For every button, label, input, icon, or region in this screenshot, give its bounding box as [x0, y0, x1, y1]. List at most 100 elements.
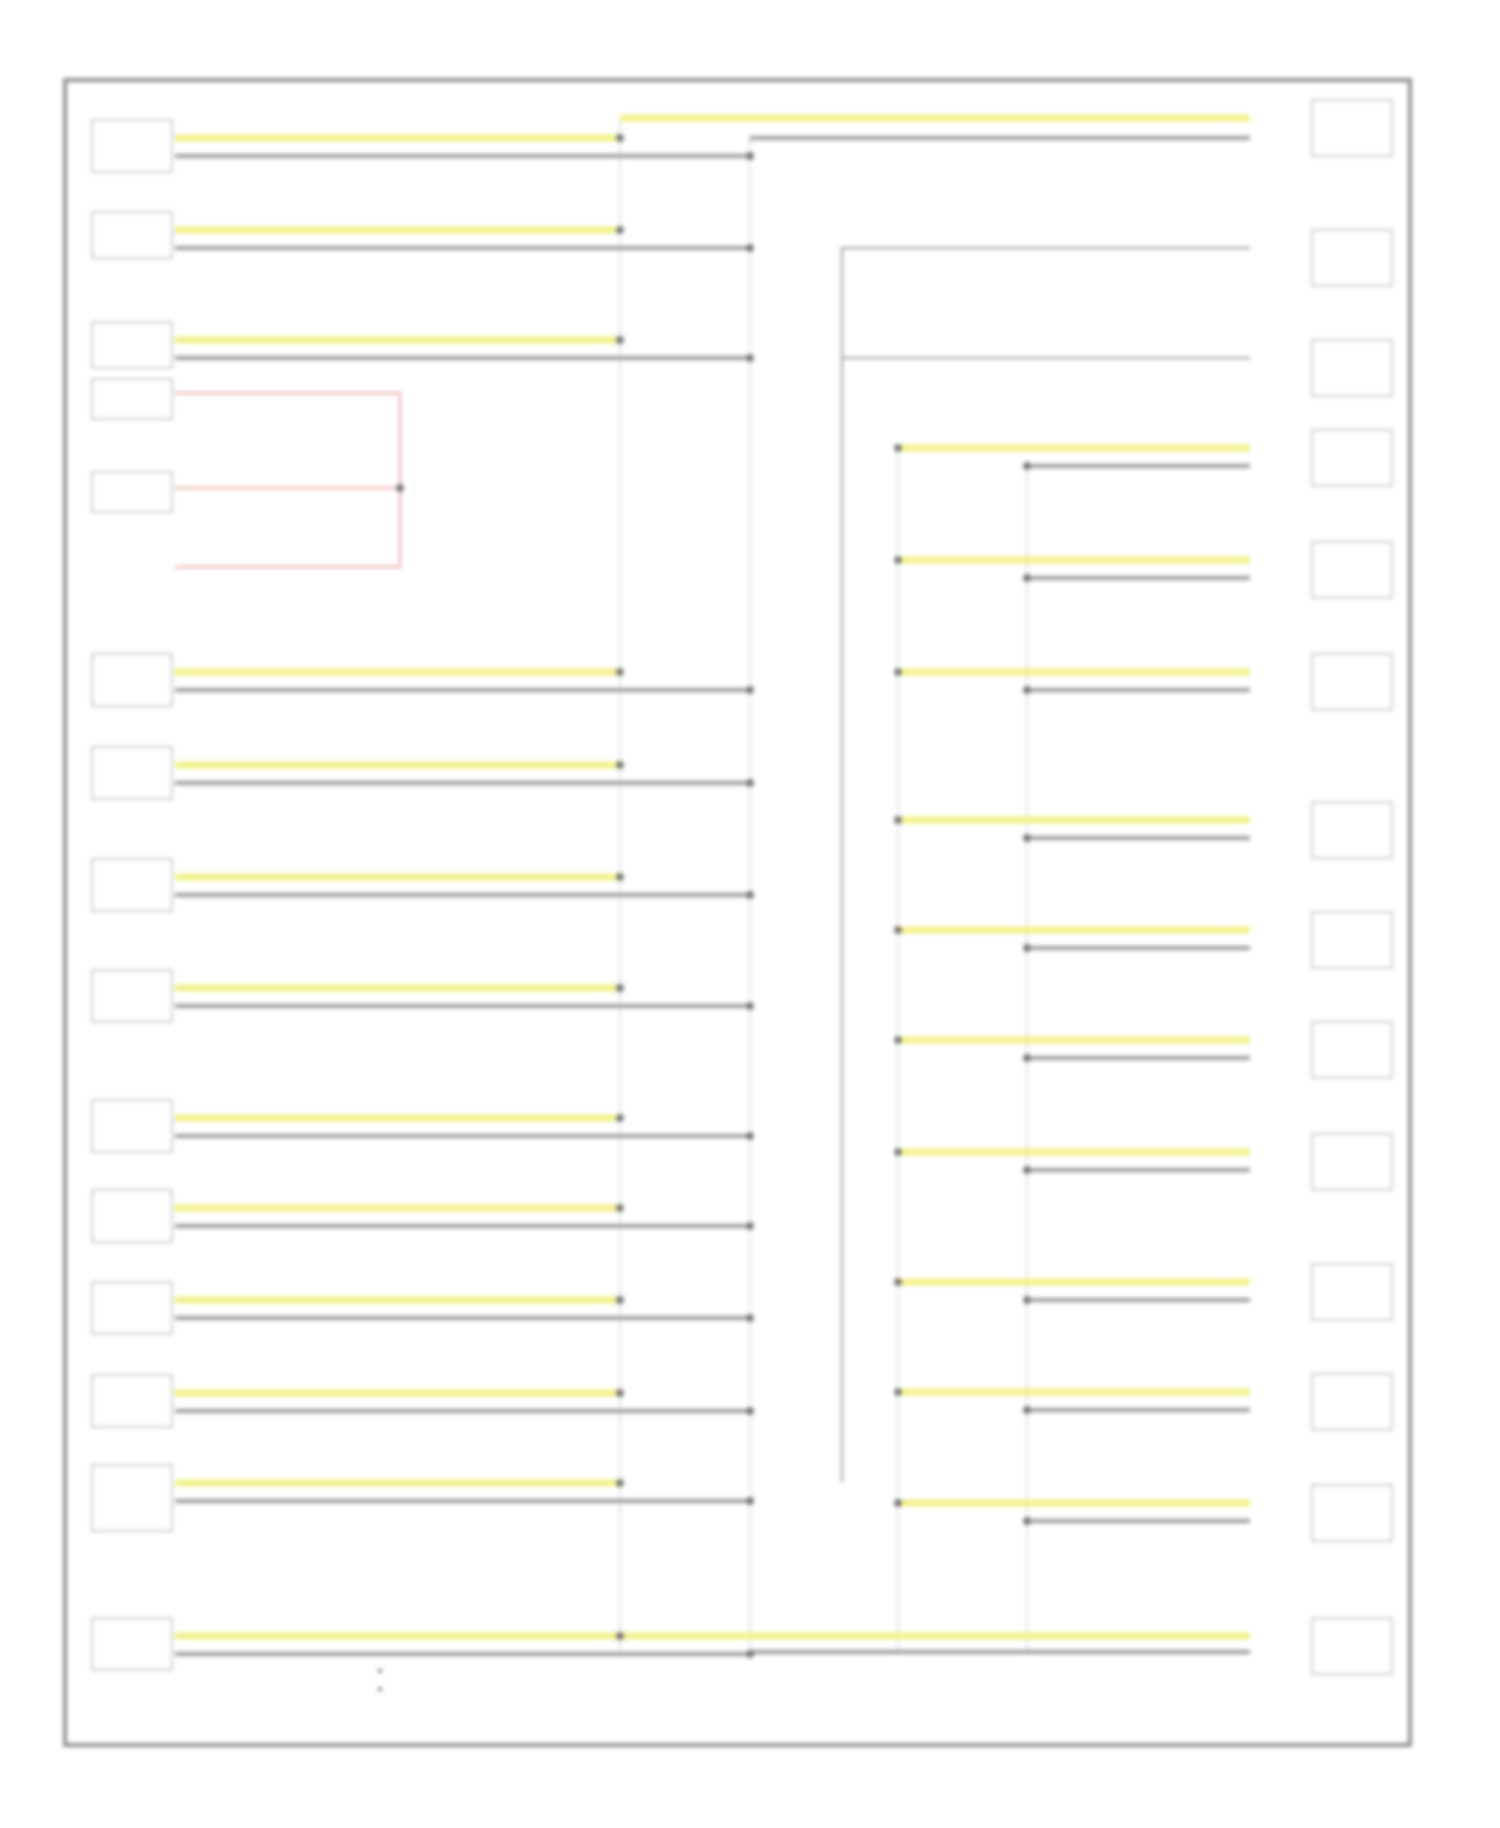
splice-node: [894, 444, 902, 452]
splice-node: [616, 1479, 624, 1487]
left-module-12: [91, 1281, 754, 1335]
left-module-7: [91, 746, 754, 800]
splice-node: [616, 1204, 624, 1212]
splice-node: [1023, 1517, 1031, 1525]
right-module-12: [894, 1373, 1393, 1431]
splice-node: [1023, 834, 1031, 842]
legend: [378, 1669, 382, 1691]
splice-node: [616, 1389, 624, 1397]
module-connector-box: [91, 471, 173, 513]
splice-node: [894, 1278, 902, 1286]
left-module-14: [91, 1464, 754, 1532]
left-module-9: [91, 969, 754, 1023]
splice-node: [746, 779, 754, 787]
module-connector-box: [91, 858, 173, 912]
right-module-13: [894, 1484, 1393, 1542]
right-module-9: [894, 1021, 1393, 1079]
splice-node: [746, 1497, 754, 1505]
right-module-7: [894, 801, 1393, 859]
module-connector-box: [1311, 1133, 1393, 1191]
splice-node: [894, 1388, 902, 1396]
right-module-6: [894, 653, 1393, 711]
right-module-14: [1311, 1617, 1393, 1675]
splice-node: [746, 1222, 754, 1230]
splice-node: [894, 816, 902, 824]
left-module-5: [91, 471, 173, 513]
splice-node: [616, 873, 624, 881]
module-connector-box: [1311, 1484, 1393, 1542]
module-connector-box: [1311, 429, 1393, 487]
splice-node: [894, 1499, 902, 1507]
right-module-1: [1311, 99, 1393, 157]
splice-node: [616, 1296, 624, 1304]
splice-node: [616, 226, 624, 234]
splice-node: [746, 1650, 754, 1658]
module-connector-box: [91, 1099, 173, 1153]
splice-node: [616, 984, 624, 992]
splice-node: [894, 1148, 902, 1156]
right-module-11: [894, 1263, 1393, 1321]
splice-node: [746, 1314, 754, 1322]
power-wires: [175, 392, 404, 568]
module-connector-box: [1311, 99, 1393, 157]
module-connector-box: [91, 969, 173, 1023]
right-module-3: [1311, 339, 1393, 397]
right-modules: [894, 99, 1393, 1675]
splice-node: [616, 1114, 624, 1122]
module-connector-box: [91, 119, 173, 173]
splice-node: [1023, 574, 1031, 582]
splice-node: [1023, 944, 1031, 952]
splice-node: [746, 354, 754, 362]
splice-node: [746, 152, 754, 160]
right-module-4: [894, 429, 1393, 487]
splice-node: [616, 761, 624, 769]
left-module-8: [91, 858, 754, 912]
left-module-10: [91, 1099, 754, 1153]
module-connector-box: [91, 653, 173, 707]
diagram-frame: [63, 78, 1412, 1747]
splice-node: [1023, 1166, 1031, 1174]
splice-node: [1023, 1054, 1031, 1062]
splice-node: [894, 926, 902, 934]
right-module-10: [894, 1133, 1393, 1191]
splice-node: [616, 134, 624, 142]
splice-node: [1023, 1406, 1031, 1414]
splice-node: [746, 1132, 754, 1140]
module-connector-box: [91, 321, 173, 369]
left-module-11: [91, 1189, 754, 1243]
right-module-8: [894, 911, 1393, 969]
module-connector-box: [91, 378, 173, 420]
module-connector-box: [1311, 653, 1393, 711]
splice-node: [746, 891, 754, 899]
module-connector-box: [1311, 339, 1393, 397]
right-module-2: [1311, 229, 1393, 287]
module-connector-box: [91, 1374, 173, 1428]
module-connector-box: [1311, 1021, 1393, 1079]
module-connector-box: [91, 211, 173, 259]
module-connector-box: [1311, 541, 1393, 599]
splice-node: [746, 1407, 754, 1415]
left-module-13: [91, 1374, 754, 1428]
bus-trunks: [619, 114, 1250, 1655]
left-module-3: [91, 321, 754, 369]
module-connector-box: [91, 1464, 173, 1532]
left-module-2: [91, 211, 754, 259]
splice-node: [1023, 1296, 1031, 1304]
right-module-5: [894, 541, 1393, 599]
splice-node: [1023, 462, 1031, 470]
module-connector-box: [91, 746, 173, 800]
splice-node: [1023, 686, 1031, 694]
module-connector-box: [91, 1617, 173, 1671]
splice-node: [894, 1036, 902, 1044]
module-connector-box: [1311, 1617, 1393, 1675]
module-connector-box: [1311, 1263, 1393, 1321]
module-connector-box: [91, 1281, 173, 1335]
left-module-15: [91, 1617, 754, 1671]
module-connector-box: [91, 1189, 173, 1243]
module-connector-box: [1311, 801, 1393, 859]
module-connector-box: [1311, 1373, 1393, 1431]
splice-node: [894, 556, 902, 564]
splice-node: [616, 1632, 624, 1640]
splice-node: [746, 1002, 754, 1010]
